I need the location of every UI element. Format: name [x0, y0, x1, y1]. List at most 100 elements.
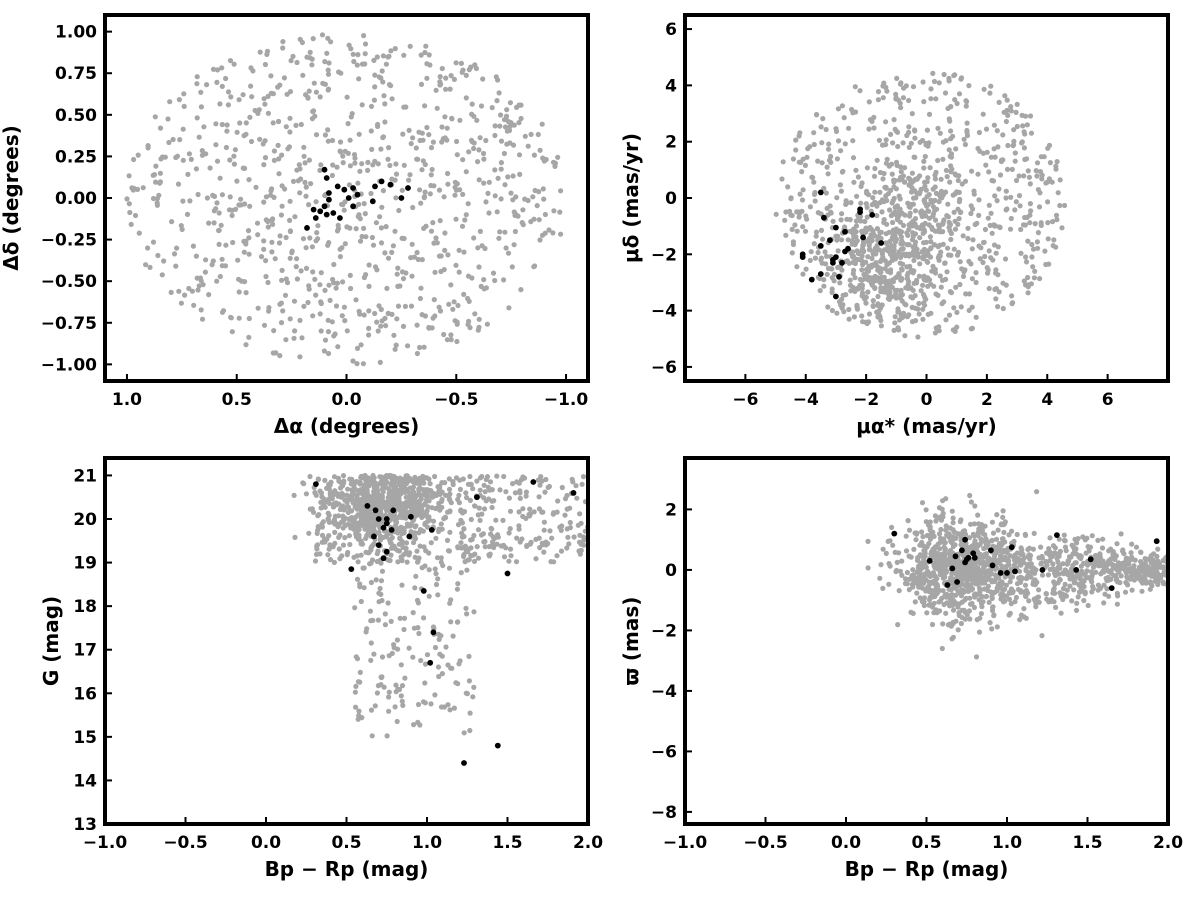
field-star-point [980, 111, 986, 117]
field-star-point [349, 487, 355, 493]
field-star-point [847, 217, 853, 223]
field-star-point [1032, 570, 1038, 576]
field-star-point [973, 270, 979, 276]
field-star-point [1047, 549, 1053, 555]
field-star-point [438, 253, 444, 259]
field-star-point [1011, 127, 1017, 133]
field-star-point [817, 288, 823, 294]
field-star-point [518, 115, 524, 122]
field-star-point [356, 212, 362, 218]
field-star-point [481, 482, 487, 488]
member-star-point [817, 271, 824, 277]
field-star-point [1004, 206, 1010, 212]
field-star-point [317, 551, 323, 557]
field-star-point [959, 567, 965, 573]
field-star-point [900, 95, 907, 101]
field-star-point [482, 245, 488, 252]
field-star-point [945, 214, 952, 220]
field-star-point [940, 221, 946, 227]
field-star-point [1115, 593, 1121, 599]
field-star-point [551, 510, 557, 516]
field-star-point [340, 473, 347, 479]
field-star-point [415, 600, 421, 606]
field-star-point [466, 653, 472, 660]
field-star-point [998, 522, 1004, 528]
field-star-point [930, 186, 936, 192]
field-star-point [1050, 243, 1056, 249]
field-star-point [308, 181, 314, 187]
field-star-point [883, 550, 889, 557]
field-star-point [477, 228, 483, 234]
field-star-point [437, 79, 443, 85]
field-star-point [423, 223, 429, 229]
field-star-point [1037, 276, 1043, 282]
field-star-point [297, 166, 303, 172]
field-star-point [312, 276, 318, 282]
field-star-point [924, 610, 930, 616]
field-star-point [376, 529, 382, 536]
y-tick-label: 0.50 [55, 106, 97, 126]
field-star-point [894, 567, 900, 574]
field-star-point [456, 492, 462, 498]
field-star-point [1033, 168, 1039, 174]
field-star-point [930, 549, 937, 555]
field-star-point [1078, 585, 1084, 591]
field-star-point [395, 283, 401, 289]
member-star-point [944, 582, 951, 588]
field-star-point [1138, 549, 1144, 555]
field-star-point [527, 511, 534, 517]
field-star-point [356, 532, 362, 538]
field-star-point [902, 179, 908, 185]
field-star-point [397, 536, 403, 542]
field-star-point [975, 565, 981, 571]
field-star-point [989, 519, 996, 525]
field-star-point [826, 141, 832, 147]
field-star-point [936, 505, 943, 511]
field-star-point [434, 555, 441, 561]
field-star-point [306, 202, 312, 208]
field-star-point [914, 557, 921, 564]
field-star-point [257, 49, 263, 55]
member-star-point [427, 659, 434, 666]
field-star-point [863, 225, 869, 231]
field-star-point [1025, 290, 1031, 296]
member-star-point [839, 259, 845, 266]
field-star-point [896, 97, 902, 103]
field-star-point [926, 522, 932, 528]
field-star-point [266, 305, 272, 311]
field-star-point [970, 531, 977, 537]
field-star-point [396, 548, 402, 554]
field-star-point [335, 344, 341, 350]
field-star-point [445, 170, 451, 177]
field-star-point [916, 300, 922, 307]
field-star-point [1022, 214, 1028, 221]
field-star-point [354, 553, 360, 559]
field-star-point [956, 199, 963, 205]
member-star-point [952, 553, 959, 560]
field-star-point [914, 190, 920, 196]
field-star-point [976, 197, 982, 203]
member-star-point [833, 293, 839, 300]
field-star-point [886, 163, 892, 169]
field-star-point [983, 594, 989, 600]
field-star-point [937, 546, 943, 552]
field-star-point [1008, 215, 1014, 222]
field-star-point [834, 310, 840, 316]
field-star-point [965, 225, 971, 231]
field-star-point [415, 156, 421, 162]
field-star-point [517, 490, 523, 496]
field-star-point [380, 489, 386, 495]
field-star-point [866, 192, 872, 198]
field-star-point [445, 252, 451, 258]
field-star-point [501, 542, 507, 548]
field-star-point [925, 584, 931, 590]
field-star-point [1013, 199, 1019, 205]
field-star-point [973, 314, 979, 320]
field-star-point [1005, 142, 1011, 149]
field-star-point [317, 167, 323, 173]
field-star-point [344, 552, 350, 558]
field-star-point [976, 129, 983, 136]
field-star-point [963, 98, 969, 104]
field-star-point [132, 212, 139, 219]
member-star-point [1012, 568, 1018, 575]
